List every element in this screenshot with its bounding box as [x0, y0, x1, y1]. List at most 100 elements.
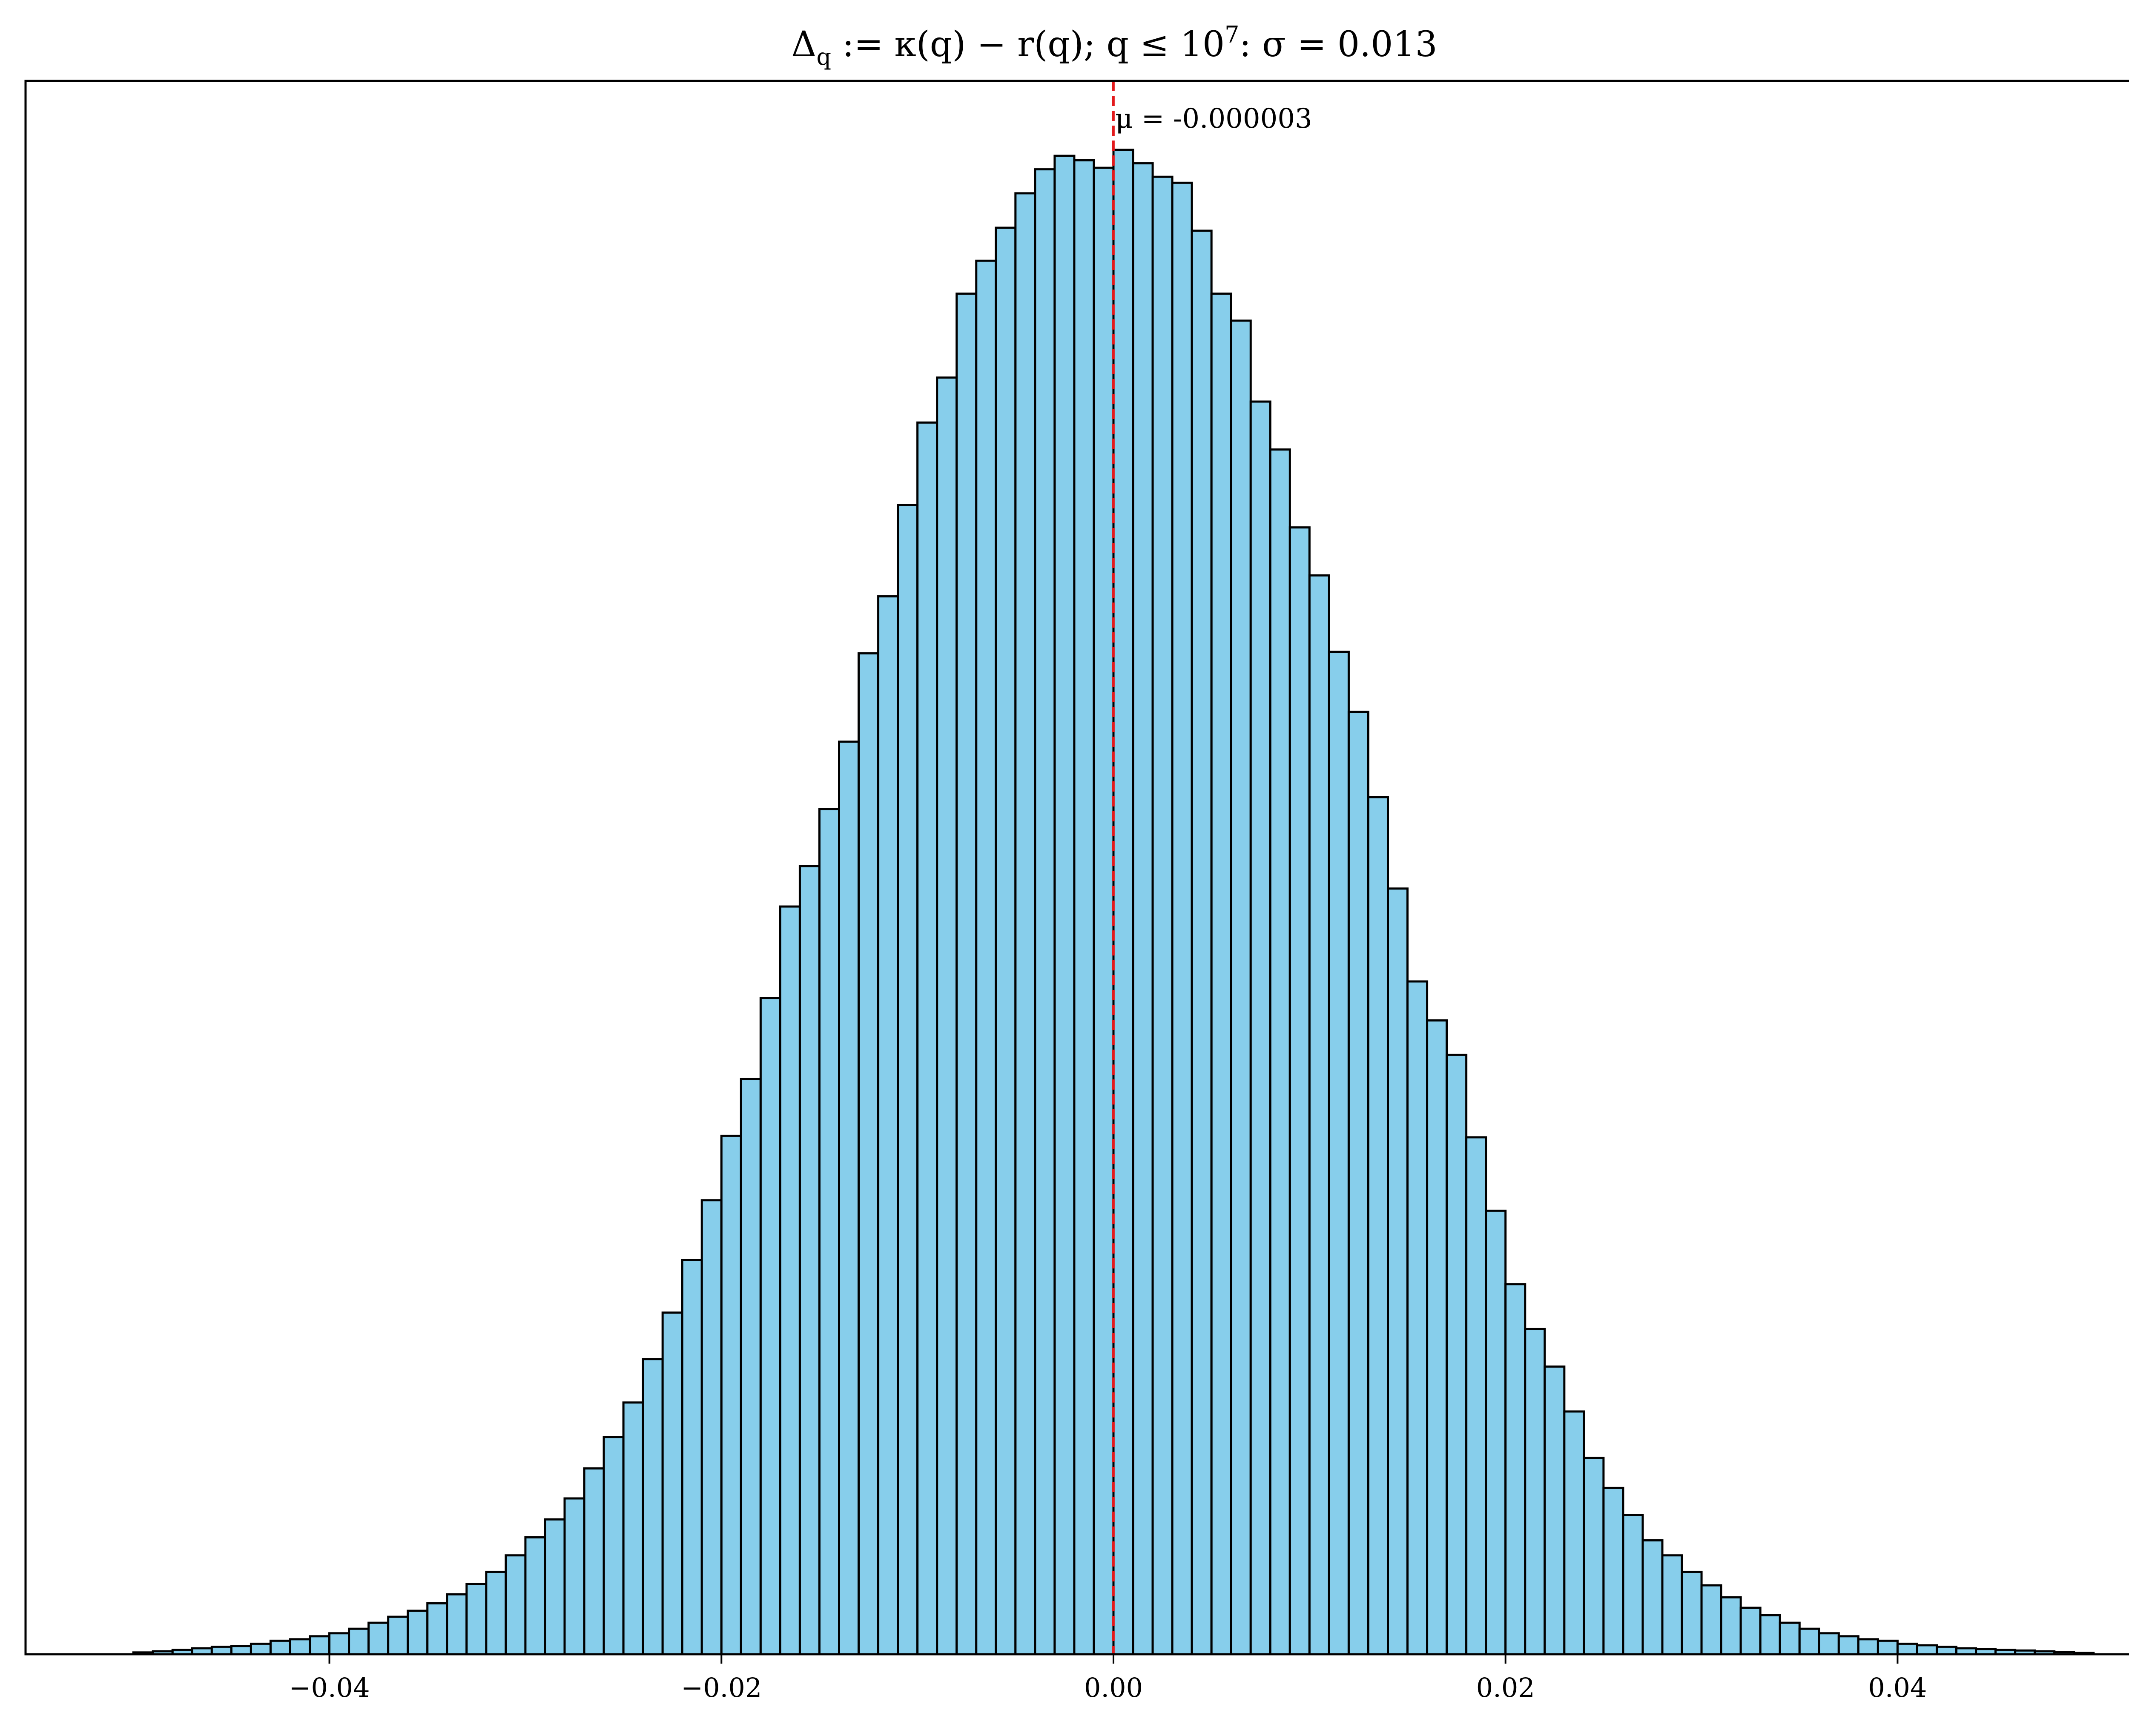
histogram-bar	[1739, 1607, 1762, 1656]
histogram-bar	[1426, 1019, 1448, 1656]
histogram-bar	[485, 1570, 507, 1656]
histogram-bar	[1544, 1365, 1566, 1656]
histogram-bar	[1151, 175, 1174, 1656]
histogram-bar	[1328, 651, 1350, 1656]
histogram-bar	[269, 1639, 291, 1656]
histogram-bar	[407, 1610, 429, 1656]
histogram-bar	[348, 1627, 370, 1656]
histogram-bar	[1720, 1596, 1742, 1656]
histogram-bar	[1916, 1644, 1938, 1656]
histogram-bar	[779, 905, 801, 1656]
histogram-bar	[1093, 166, 1115, 1656]
histogram-bar	[1681, 1570, 1703, 1656]
title-delta-subscript: q	[816, 43, 831, 70]
histogram-bar	[1485, 1209, 1507, 1656]
histogram-bar	[622, 1401, 644, 1656]
title-delta: Δ	[791, 24, 816, 65]
histogram-bar	[603, 1436, 625, 1656]
histogram-bar	[877, 595, 899, 1656]
histogram-bar	[897, 504, 919, 1656]
histogram-bar	[1191, 230, 1213, 1656]
histogram-bar	[1132, 162, 1154, 1656]
histogram-bar	[858, 652, 880, 1656]
mean-annotation: μ = -0.000003	[1115, 103, 1312, 135]
histogram-bar	[759, 997, 781, 1656]
histogram-bars	[132, 149, 2095, 1656]
histogram-bar	[975, 259, 997, 1656]
histogram-bar	[210, 1645, 232, 1656]
histogram-bar	[1171, 181, 1193, 1656]
histogram-bar	[1583, 1457, 1605, 1656]
histogram-bar	[1563, 1410, 1585, 1656]
histogram-bar	[1857, 1638, 1879, 1656]
histogram-bar	[524, 1536, 546, 1656]
histogram-bar	[1759, 1614, 1781, 1656]
histogram-bar	[1387, 887, 1409, 1656]
histogram-bar	[798, 865, 821, 1656]
histogram-bar	[740, 1078, 762, 1656]
histogram-bar	[1014, 192, 1036, 1656]
histogram-bar	[681, 1259, 703, 1656]
histogram-bar	[465, 1583, 488, 1656]
histogram-bar	[642, 1358, 664, 1656]
histogram-bar	[936, 376, 958, 1656]
histogram-bar	[720, 1134, 742, 1656]
histogram-bar	[1602, 1486, 1624, 1656]
x-tick-label: 0.02	[1476, 1672, 1535, 1703]
histogram-bar	[1641, 1539, 1664, 1656]
histogram-bar	[955, 293, 978, 1656]
histogram-bar	[1837, 1635, 1859, 1656]
histogram-bar	[1798, 1627, 1820, 1656]
histogram-bar	[230, 1645, 252, 1656]
histogram-bar	[1288, 526, 1311, 1656]
x-tick-label: −0.04	[289, 1672, 370, 1703]
histogram-bar	[1269, 448, 1291, 1656]
histogram-bar	[838, 740, 860, 1656]
x-axis-ticks: −0.04 −0.02 0.00 0.02 0.04	[289, 1654, 1927, 1703]
x-tick-label: −0.02	[681, 1672, 762, 1703]
histogram-bar	[1622, 1514, 1644, 1656]
histogram-bar	[1779, 1621, 1801, 1656]
histogram-bar	[446, 1593, 468, 1656]
histogram-bar	[1818, 1632, 1840, 1656]
histogram-bar	[505, 1554, 527, 1656]
histogram-bar	[1406, 980, 1429, 1656]
histogram-bar	[1936, 1645, 1958, 1656]
histogram-bar	[1073, 159, 1095, 1656]
title-exponent: 7	[1225, 21, 1239, 48]
histogram-bar	[916, 421, 938, 1656]
histogram-bar	[328, 1632, 350, 1656]
x-tick-label: 0.00	[1084, 1672, 1143, 1703]
histogram-bar	[700, 1199, 723, 1656]
histogram-bar	[995, 227, 1017, 1656]
histogram-bar	[1877, 1639, 1899, 1656]
histogram-bar	[289, 1638, 311, 1656]
title-sigma: : σ = 0.013	[1239, 24, 1437, 65]
histogram-bar	[1053, 155, 1076, 1656]
histogram-bar	[1504, 1283, 1526, 1656]
title-definition: := κ(q) − r(q); q ≤ 10	[831, 24, 1225, 65]
histogram-bar	[1308, 574, 1330, 1656]
histogram-bar	[367, 1621, 390, 1656]
histogram-bar	[1446, 1053, 1468, 1656]
histogram-bar	[426, 1602, 448, 1656]
histogram-bar	[1034, 168, 1056, 1656]
chart-title: Δq := κ(q) − r(q); q ≤ 107: σ = 0.013	[791, 21, 1437, 70]
histogram-bar	[1661, 1554, 1683, 1656]
histogram-bar	[1249, 400, 1271, 1656]
histogram-bar	[818, 808, 840, 1656]
histogram-bar	[387, 1615, 409, 1656]
histogram-bar	[1230, 319, 1252, 1656]
mean-marker: μ = -0.000003	[1112, 81, 1312, 1654]
x-tick-label: 0.04	[1868, 1672, 1927, 1703]
histogram-bar	[583, 1467, 605, 1656]
histogram-bar	[309, 1635, 331, 1656]
histogram-bar	[1210, 293, 1232, 1656]
histogram-bar	[1700, 1584, 1722, 1656]
histogram-bar	[1465, 1136, 1487, 1656]
histogram-bar	[1347, 711, 1369, 1656]
histogram-bar	[250, 1642, 272, 1656]
histogram-bar	[661, 1311, 683, 1656]
histogram-bar	[563, 1497, 585, 1656]
